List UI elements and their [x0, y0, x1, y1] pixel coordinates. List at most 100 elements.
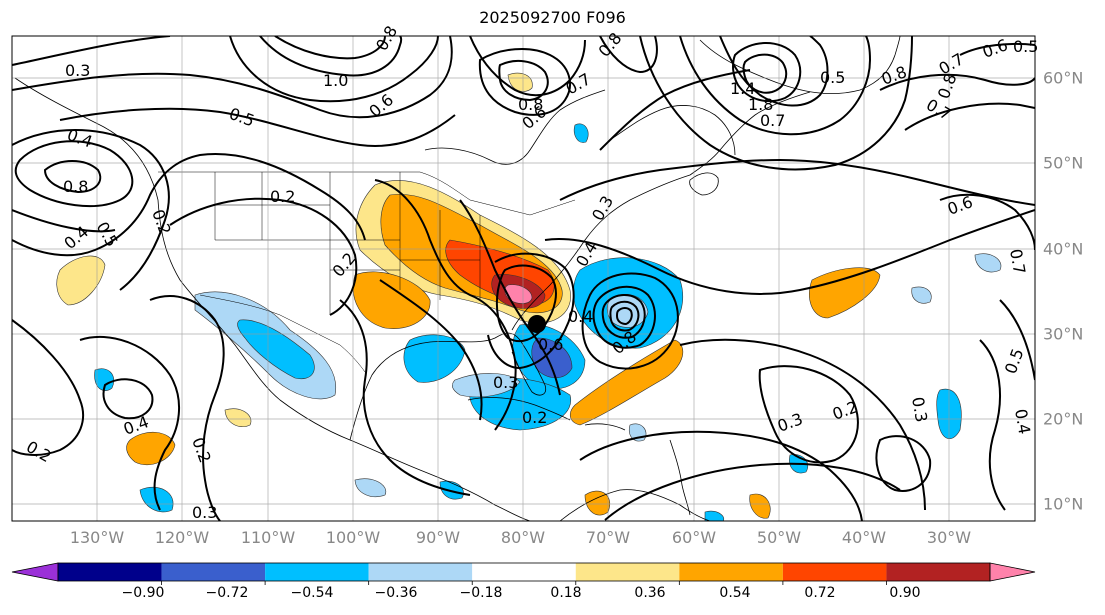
coastline-south-america	[559, 489, 711, 521]
coastline-hudson	[424, 89, 606, 165]
lat-label: 40°N	[1043, 239, 1084, 259]
colorbar-tick-label: −0.90	[121, 585, 165, 601]
contour-line	[169, 197, 358, 316]
colorbar-segment	[575, 563, 680, 581]
contour-label: 0.2	[522, 408, 547, 427]
coastline-antilles	[669, 439, 691, 516]
positive-shading-plains	[353, 271, 431, 329]
coastline-labrador	[609, 105, 736, 156]
contour-label: 0.4	[1011, 407, 1034, 435]
contour-line	[742, 53, 788, 94]
lat-label: 30°N	[1043, 324, 1084, 344]
colorbar-segment	[58, 563, 162, 581]
colorbar-tick-label: 0.54	[719, 585, 751, 601]
contour-line	[959, 42, 1035, 56]
contour-line	[12, 209, 116, 233]
lon-label: 40°W	[841, 528, 887, 547]
colorbar-segment	[368, 563, 473, 581]
map-title: 2025092700 F096	[479, 8, 626, 27]
contour-line	[592, 285, 656, 349]
contour-label: 0.8	[63, 177, 88, 196]
contour-line	[339, 299, 471, 496]
contour-label: 1.4	[730, 79, 755, 98]
negative-shading-small-4	[911, 286, 932, 304]
contour-line	[43, 160, 102, 194]
map-frame	[11, 35, 1036, 522]
contour-line	[149, 295, 225, 521]
contour-layer	[12, 36, 1035, 521]
contour-label: 0.7	[1006, 247, 1029, 275]
lon-label: 130°W	[69, 528, 125, 547]
lat-label: 10°N	[1043, 494, 1084, 514]
contour-line	[379, 279, 483, 421]
contour-line	[12, 153, 366, 257]
coastline-newfoundland	[689, 172, 719, 196]
positive-shading-mid-atlantic	[808, 267, 881, 319]
contour-line	[615, 307, 633, 326]
lon-label: 120°W	[154, 528, 210, 547]
contour-line	[12, 36, 453, 119]
contour-line	[12, 129, 170, 291]
lon-label: 110°W	[240, 528, 296, 547]
contour-line	[478, 48, 571, 116]
contour-line	[59, 107, 456, 147]
contour-line	[719, 36, 829, 107]
lat-label: 50°N	[1043, 153, 1084, 173]
contour-line	[102, 378, 154, 420]
contour-line	[374, 179, 517, 431]
negative-shading-caribbean-light	[451, 373, 521, 398]
colorbar-segment	[679, 563, 783, 581]
contour-line	[559, 158, 1035, 206]
negative-shading-gulf	[403, 334, 466, 383]
contour-line	[599, 36, 658, 74]
negative-shading-small-6	[974, 253, 1002, 273]
contour-label: 0.3	[493, 373, 518, 392]
colorbar-tick-label: −0.72	[205, 585, 249, 601]
contour-line	[12, 319, 85, 456]
lon-label: 90°W	[415, 528, 461, 547]
contour-line	[498, 59, 549, 102]
contour-line	[579, 430, 863, 521]
contour-label: 0.8	[518, 95, 543, 114]
contour-label: 0.3	[908, 395, 931, 423]
lat-label: 60°N	[1043, 68, 1084, 88]
lon-label: 30°W	[926, 528, 972, 547]
coastline-cuba	[467, 397, 571, 421]
contour-line	[609, 300, 640, 332]
colorbar-tick-label: −0.54	[290, 585, 334, 601]
contour-label: 0.3	[65, 61, 90, 80]
negative-shading-small-7	[573, 123, 589, 143]
contour-line	[979, 339, 1006, 511]
contour-line	[544, 209, 1035, 295]
colorbar-segment	[472, 563, 576, 581]
contour-line	[79, 335, 181, 511]
negative-shading-mexico-core	[237, 319, 315, 380]
lat-label: 20°N	[1043, 409, 1084, 429]
contour-line	[904, 102, 1035, 131]
negative-shading-pacific-1	[94, 368, 115, 391]
contour-label: 0.2	[270, 187, 295, 206]
contour-line	[495, 264, 557, 343]
contour-line	[459, 199, 561, 396]
borders-layer	[158, 171, 576, 373]
contour-line	[879, 73, 1035, 91]
colorbar-segment	[265, 563, 369, 581]
contour-label: 1.0	[323, 71, 348, 90]
contour-line	[732, 42, 802, 103]
colorbar-tick-label: 0.72	[804, 585, 836, 601]
coastline-hispaniola	[584, 423, 626, 431]
contour-line	[999, 299, 1035, 381]
contour-label: 0.4	[568, 307, 593, 326]
negative-shading-small-8	[704, 510, 725, 521]
colorbar-frame	[57, 562, 991, 582]
colorbar-extend-low	[11, 562, 59, 582]
colorbar-tick-label: −0.36	[374, 585, 418, 601]
storm-center-marker	[528, 315, 546, 333]
border-us-mexico	[199, 294, 366, 373]
contour-line	[601, 294, 646, 339]
contour-label: 0.5	[1013, 37, 1038, 56]
lon-label: 50°W	[756, 528, 802, 547]
contour-line	[581, 272, 679, 370]
map-area	[12, 36, 1035, 521]
